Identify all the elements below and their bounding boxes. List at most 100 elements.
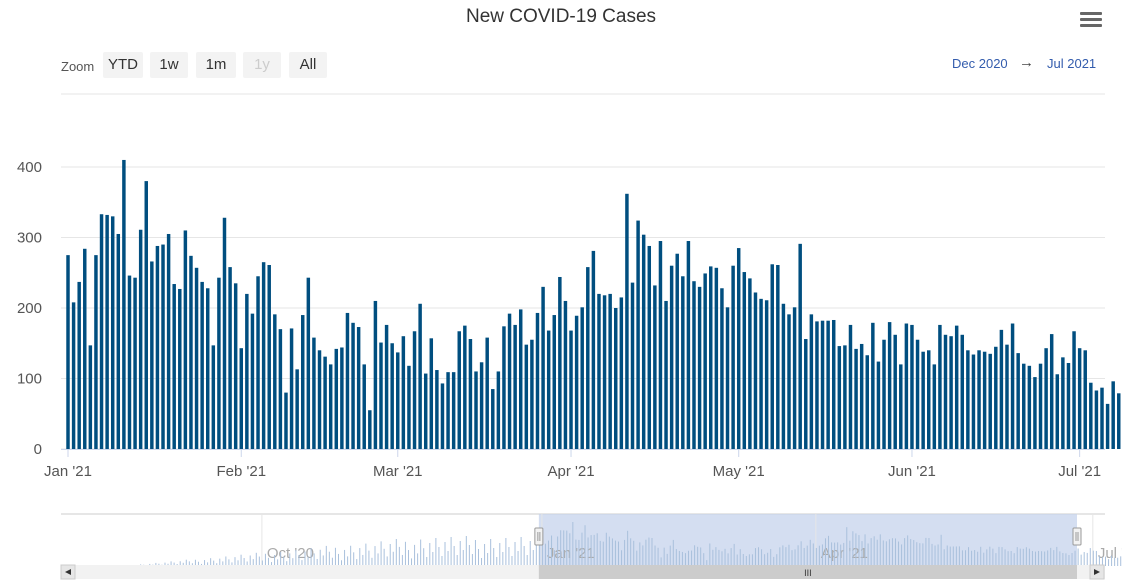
bar[interactable]: [83, 248, 87, 449]
bar[interactable]: [725, 307, 730, 449]
scrollbar-thumb[interactable]: [538, 565, 1077, 579]
bar[interactable]: [558, 276, 562, 449]
bar[interactable]: [820, 320, 825, 449]
bar[interactable]: [222, 217, 227, 449]
bar[interactable]: [507, 313, 512, 449]
bar[interactable]: [217, 277, 221, 449]
bar[interactable]: [619, 297, 624, 449]
bar[interactable]: [245, 293, 249, 449]
bar[interactable]: [641, 234, 646, 449]
bar[interactable]: [1016, 353, 1020, 449]
bar[interactable]: [356, 327, 361, 449]
bar[interactable]: [552, 315, 556, 449]
bar[interactable]: [384, 324, 389, 449]
bar[interactable]: [116, 233, 121, 449]
bar[interactable]: [94, 255, 98, 450]
bar[interactable]: [1117, 393, 1121, 449]
bar[interactable]: [155, 245, 160, 449]
bar[interactable]: [960, 334, 965, 449]
bar[interactable]: [876, 361, 881, 449]
bar[interactable]: [1111, 381, 1115, 449]
bar[interactable]: [1083, 350, 1087, 449]
bar[interactable]: [658, 241, 663, 449]
bar[interactable]: [1089, 382, 1093, 449]
bar[interactable]: [887, 322, 892, 449]
bar[interactable]: [831, 319, 836, 449]
bar[interactable]: [105, 214, 109, 449]
navigator-left-handle[interactable]: [534, 527, 544, 546]
bar[interactable]: [200, 281, 204, 449]
bar[interactable]: [150, 261, 154, 449]
bar[interactable]: [703, 273, 707, 449]
bar[interactable]: [457, 331, 461, 449]
bar[interactable]: [71, 302, 76, 449]
bar[interactable]: [463, 325, 467, 450]
bar[interactable]: [451, 372, 456, 449]
bar[interactable]: [166, 233, 171, 449]
bar[interactable]: [927, 350, 931, 449]
bar[interactable]: [608, 293, 612, 449]
zoom-all-button[interactable]: All: [289, 52, 327, 78]
bar[interactable]: [485, 337, 489, 449]
bar[interactable]: [742, 272, 747, 449]
navigator-right-handle[interactable]: [1072, 527, 1082, 546]
bar[interactable]: [312, 337, 316, 449]
bar[interactable]: [273, 314, 277, 449]
bar[interactable]: [569, 330, 573, 449]
navigator-selection[interactable]: [538, 514, 1077, 566]
bar[interactable]: [921, 351, 925, 449]
bar[interactable]: [362, 364, 366, 449]
bar[interactable]: [915, 339, 920, 449]
bar[interactable]: [468, 339, 473, 449]
bar[interactable]: [871, 322, 875, 449]
bar[interactable]: [714, 267, 719, 449]
bar[interactable]: [317, 350, 322, 449]
bar[interactable]: [261, 262, 266, 449]
bar[interactable]: [764, 300, 769, 449]
bar[interactable]: [597, 293, 601, 449]
bar[interactable]: [423, 373, 428, 449]
bar[interactable]: [977, 350, 981, 449]
bar[interactable]: [233, 283, 238, 449]
bar[interactable]: [1033, 377, 1037, 449]
bar[interactable]: [99, 214, 104, 449]
zoom-ytd-button[interactable]: YTD: [103, 52, 143, 78]
bar[interactable]: [899, 364, 903, 449]
bar[interactable]: [535, 312, 540, 449]
bar[interactable]: [602, 295, 607, 449]
bar[interactable]: [412, 331, 417, 449]
bar[interactable]: [692, 281, 696, 449]
bar[interactable]: [1010, 323, 1015, 449]
bar[interactable]: [407, 365, 411, 449]
bar[interactable]: [736, 248, 741, 449]
bar[interactable]: [491, 389, 495, 449]
bar[interactable]: [1044, 348, 1048, 449]
bar[interactable]: [591, 250, 596, 449]
bar[interactable]: [295, 369, 299, 449]
bar[interactable]: [211, 345, 216, 449]
bar[interactable]: [669, 265, 674, 449]
bar[interactable]: [228, 267, 232, 449]
bar[interactable]: [753, 292, 758, 449]
bar[interactable]: [949, 336, 953, 449]
bar[interactable]: [586, 267, 590, 449]
bar[interactable]: [518, 309, 523, 449]
bar[interactable]: [1066, 362, 1071, 449]
bar[interactable]: [614, 308, 618, 449]
bar[interactable]: [865, 355, 869, 449]
bar[interactable]: [932, 364, 937, 449]
bar[interactable]: [144, 181, 148, 449]
bar[interactable]: [954, 325, 959, 450]
bar[interactable]: [653, 285, 657, 449]
bar[interactable]: [647, 245, 652, 449]
bar[interactable]: [798, 243, 802, 449]
bar[interactable]: [496, 371, 501, 449]
bar[interactable]: [328, 364, 333, 449]
bar[interactable]: [172, 284, 176, 449]
bar[interactable]: [127, 275, 132, 449]
bar[interactable]: [731, 265, 735, 449]
bar[interactable]: [1100, 387, 1104, 449]
bar[interactable]: [189, 255, 193, 449]
bar[interactable]: [982, 351, 987, 449]
bar[interactable]: [1027, 365, 1032, 449]
